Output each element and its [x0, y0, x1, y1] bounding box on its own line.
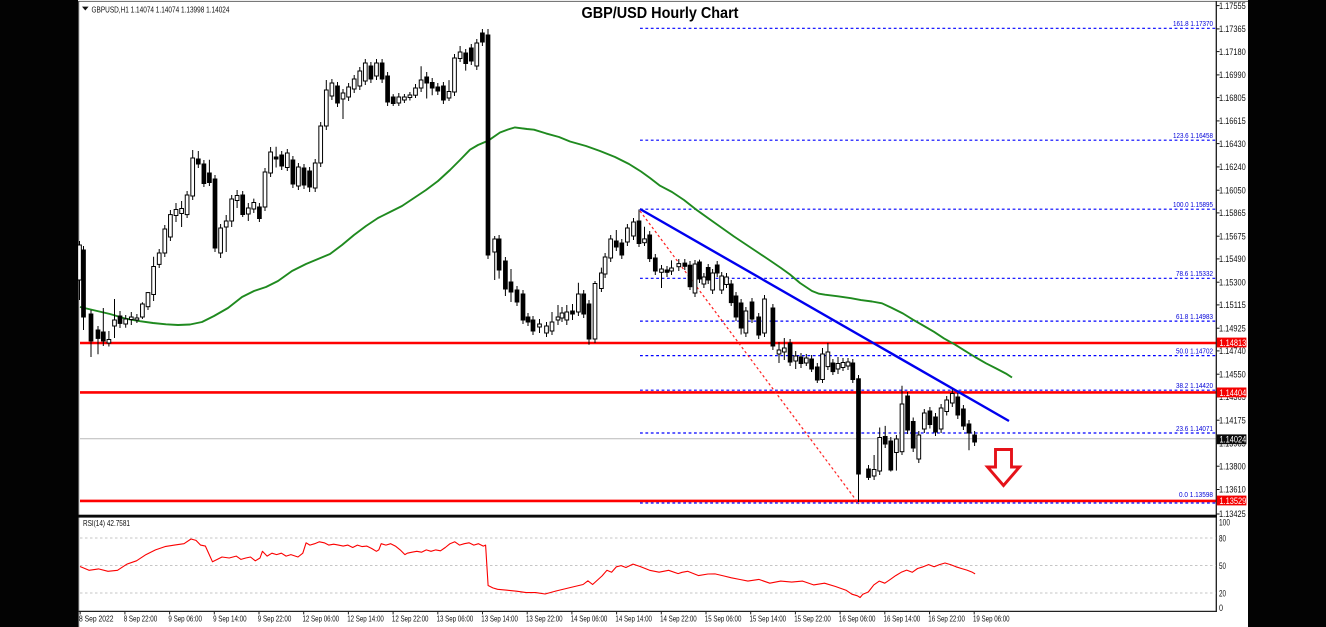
svg-text:12 Sep 22:00: 12 Sep 22:00: [392, 613, 429, 623]
svg-text:1.14175: 1.14175: [1219, 415, 1246, 425]
svg-text:19 Sep 06:00: 19 Sep 06:00: [973, 613, 1010, 623]
svg-text:1.14024: 1.14024: [1220, 435, 1247, 445]
svg-text:1.13610: 1.13610: [1219, 485, 1246, 495]
svg-text:1.14550: 1.14550: [1219, 369, 1246, 379]
svg-text:12 Sep 06:00: 12 Sep 06:00: [303, 613, 340, 623]
svg-text:123.6 1.16458: 123.6 1.16458: [1173, 131, 1213, 140]
svg-text:14 Sep 06:00: 14 Sep 06:00: [571, 613, 608, 623]
svg-text:50: 50: [1219, 561, 1226, 571]
svg-text:1.15300: 1.15300: [1219, 277, 1246, 287]
svg-text:1.15490: 1.15490: [1219, 254, 1246, 264]
svg-text:15 Sep 22:00: 15 Sep 22:00: [794, 613, 831, 623]
svg-text:78.6 1.15332: 78.6 1.15332: [1176, 269, 1213, 278]
svg-text:13 Sep 06:00: 13 Sep 06:00: [437, 613, 474, 623]
svg-text:RSI(14) 42.7581: RSI(14) 42.7581: [83, 518, 130, 528]
svg-text:GBPUSD,H1 1.14074 1.14074 1.1: GBPUSD,H1 1.14074 1.14074 1.13998 1.1402…: [92, 4, 230, 14]
svg-text:100: 100: [1219, 518, 1230, 528]
svg-text:50.0 1.14702: 50.0 1.14702: [1176, 346, 1213, 355]
svg-text:12 Sep 14:00: 12 Sep 14:00: [347, 613, 384, 623]
svg-text:23.6 1.14071: 23.6 1.14071: [1176, 424, 1213, 433]
svg-text:80: 80: [1219, 534, 1226, 544]
svg-text:16 Sep 14:00: 16 Sep 14:00: [884, 613, 921, 623]
svg-text:161.8 1.17370: 161.8 1.17370: [1173, 19, 1213, 28]
svg-text:1.16240: 1.16240: [1219, 162, 1246, 172]
svg-text:1.15865: 1.15865: [1219, 208, 1246, 218]
svg-text:9 Sep 14:00: 9 Sep 14:00: [213, 613, 247, 623]
svg-text:1.14404: 1.14404: [1220, 388, 1247, 398]
svg-text:1.14813: 1.14813: [1220, 338, 1247, 348]
svg-text:20: 20: [1219, 589, 1226, 599]
svg-text:1.17555: 1.17555: [1219, 1, 1246, 11]
svg-text:8 Sep 22:00: 8 Sep 22:00: [124, 613, 158, 623]
svg-text:1.17180: 1.17180: [1219, 47, 1246, 57]
svg-text:9 Sep 06:00: 9 Sep 06:00: [168, 613, 202, 623]
svg-text:14 Sep 14:00: 14 Sep 14:00: [615, 613, 652, 623]
svg-text:1.17365: 1.17365: [1219, 24, 1246, 34]
svg-text:1.14740: 1.14740: [1219, 346, 1246, 356]
svg-text:1.16430: 1.16430: [1219, 139, 1246, 149]
svg-text:13 Sep 22:00: 13 Sep 22:00: [526, 613, 563, 623]
svg-text:1.13800: 1.13800: [1219, 461, 1246, 471]
svg-text:38.2 1.14420: 38.2 1.14420: [1176, 381, 1213, 390]
svg-text:1.14925: 1.14925: [1219, 323, 1246, 333]
svg-text:100.0 1.15895: 100.0 1.15895: [1173, 200, 1213, 209]
svg-text:8 Sep 2022: 8 Sep 2022: [79, 613, 114, 623]
svg-text:1.16050: 1.16050: [1219, 185, 1246, 195]
svg-text:16 Sep 06:00: 16 Sep 06:00: [839, 613, 876, 623]
svg-text:0.0 1.13598: 0.0 1.13598: [1179, 490, 1213, 499]
svg-text:14 Sep 22:00: 14 Sep 22:00: [660, 613, 697, 623]
svg-text:1.16805: 1.16805: [1219, 93, 1246, 103]
svg-text:GBP/USD Hourly Chart: GBP/USD Hourly Chart: [582, 5, 739, 22]
svg-text:1.13425: 1.13425: [1219, 509, 1246, 519]
svg-text:1.13529: 1.13529: [1220, 496, 1247, 506]
svg-text:1.16615: 1.16615: [1219, 116, 1246, 126]
svg-text:15 Sep 06:00: 15 Sep 06:00: [705, 613, 742, 623]
svg-text:1.16990: 1.16990: [1219, 70, 1246, 80]
svg-text:9 Sep 22:00: 9 Sep 22:00: [258, 613, 292, 623]
svg-text:0: 0: [1219, 603, 1223, 613]
svg-text:13 Sep 14:00: 13 Sep 14:00: [481, 613, 518, 623]
svg-text:15 Sep 14:00: 15 Sep 14:00: [750, 613, 787, 623]
svg-text:1.15115: 1.15115: [1219, 300, 1246, 310]
svg-text:16 Sep 22:00: 16 Sep 22:00: [928, 613, 965, 623]
svg-text:1.15675: 1.15675: [1219, 231, 1246, 241]
svg-text:61.8 1.14983: 61.8 1.14983: [1176, 312, 1213, 321]
